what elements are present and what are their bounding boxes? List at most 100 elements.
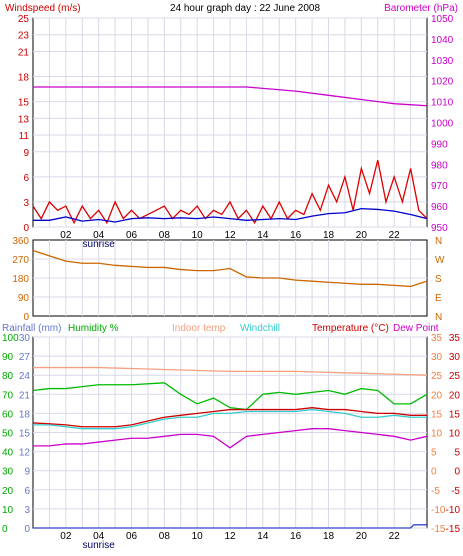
x-tick-label: 02 xyxy=(60,230,72,241)
direction-y-tick-label: 180 xyxy=(12,274,29,285)
compass-tick-label: N xyxy=(435,312,442,323)
rain-y-tick-label: 12 xyxy=(19,448,31,459)
x-tick-label: 08 xyxy=(159,230,171,241)
wind-y-tick-label: 23 xyxy=(18,31,30,42)
series-line-temperature-c- xyxy=(32,407,427,428)
header-barometer-label: Barometer (hPa) xyxy=(384,3,458,14)
wind-y-tick-label: 11 xyxy=(19,131,30,142)
wind-y-tick-label: 25 xyxy=(18,14,30,25)
direction-y-tick-label: 270 xyxy=(12,255,29,266)
indoor-temp-y-tick-label: 5 xyxy=(431,448,437,459)
humidity-y-tick-label: 0 xyxy=(2,524,8,535)
direction-y-tick-label: 90 xyxy=(18,293,30,304)
x-tick-label: 02 xyxy=(60,531,72,542)
indoor-temp-y-tick-label: 10 xyxy=(431,429,443,440)
x-tick-label: 18 xyxy=(323,230,335,241)
temperature-y-tick-label: 20 xyxy=(449,390,461,401)
series-line-windchill xyxy=(33,408,427,430)
temperature-y-tick-label: 0 xyxy=(454,467,460,478)
wind-y-tick-label: 13 xyxy=(18,114,30,125)
humidity-y-tick-label: 100 xyxy=(2,333,19,344)
x-tick-label: 04 xyxy=(93,230,105,241)
humidity-y-tick-label: 60 xyxy=(2,409,14,420)
x-tick-label: 12 xyxy=(224,531,236,542)
x-tick-label: 16 xyxy=(290,531,302,542)
compass-tick-label: S xyxy=(435,274,442,285)
rain-y-tick-label: 0 xyxy=(24,524,30,535)
barometer-y-tick-label: 960 xyxy=(431,202,448,213)
humidity-y-tick-label: 30 xyxy=(2,467,14,478)
temperature-y-tick-label: 30 xyxy=(449,352,461,363)
wind-y-tick-label: 18 xyxy=(18,73,30,84)
series-line-indoor-temp xyxy=(33,366,428,376)
indoor-temp-y-tick-label: 20 xyxy=(431,390,443,401)
indoor-temp-y-tick-label: 15 xyxy=(431,409,443,420)
temperature-y-tick-label: -10 xyxy=(446,505,461,516)
wind-y-tick-label: 3 xyxy=(23,198,29,209)
series-line-wind-gust xyxy=(32,159,428,225)
indoor-temp-y-tick-label: -10 xyxy=(431,505,446,516)
x-tick-label: 22 xyxy=(389,531,401,542)
x-tick-label: 14 xyxy=(257,230,269,241)
indoor-temp-y-tick-label: 25 xyxy=(431,371,443,382)
temperature-y-tick-label: 5 xyxy=(454,448,460,459)
x-tick-label: 20 xyxy=(356,230,368,241)
barometer-y-tick-label: 1000 xyxy=(431,119,454,130)
sunrise-label: sunrise xyxy=(83,540,116,551)
barometer-y-tick-label: 980 xyxy=(431,160,448,171)
indoor-temp-y-tick-label: 30 xyxy=(431,352,443,363)
humidity-y-tick-label: 50 xyxy=(2,429,14,440)
humidity-y-tick-label: 40 xyxy=(2,448,14,459)
barometer-y-tick-label: 1010 xyxy=(431,98,454,109)
sunrise-label: sunrise xyxy=(83,239,116,250)
rain-y-tick-label: 27 xyxy=(19,352,31,363)
rain-y-tick-label: 30 xyxy=(19,333,31,344)
rain-y-tick-label: 24 xyxy=(19,371,31,382)
indoor-temp-y-tick-label: -5 xyxy=(431,486,440,497)
legend-item: Humidity % xyxy=(68,323,119,334)
barometer-y-tick-label: 970 xyxy=(431,181,448,192)
legend-item: Dew Point xyxy=(393,323,439,334)
wind-y-tick-label: 21 xyxy=(18,47,30,58)
x-tick-label: 18 xyxy=(323,531,335,542)
rain-y-tick-label: 9 xyxy=(24,467,30,478)
humidity-y-tick-label: 80 xyxy=(2,371,14,382)
x-tick-label: 14 xyxy=(257,531,269,542)
series-line-rainfall-mm- xyxy=(33,524,427,529)
legend-item: Windchill xyxy=(240,323,280,334)
barometer-y-tick-label: 1040 xyxy=(431,35,454,46)
x-tick-label: 12 xyxy=(224,230,236,241)
x-tick-label: 10 xyxy=(192,230,204,241)
legend-item: Indoor temp xyxy=(172,323,226,334)
rain-y-tick-label: 18 xyxy=(19,409,31,420)
x-tick-label: 10 xyxy=(192,531,204,542)
rain-y-tick-label: 15 xyxy=(19,429,31,440)
indoor-temp-y-tick-label: 35 xyxy=(431,333,443,344)
humidity-y-tick-label: 20 xyxy=(2,486,14,497)
x-tick-label: 08 xyxy=(159,531,171,542)
direction-y-tick-label: 0 xyxy=(23,312,29,323)
wind-y-tick-label: 6 xyxy=(23,173,29,184)
legend-item: Temperature (°C) xyxy=(312,323,389,334)
barometer-y-tick-label: 1050 xyxy=(431,14,454,25)
compass-tick-label: N xyxy=(435,236,442,247)
barometer-y-tick-label: 1020 xyxy=(431,77,454,88)
temperature-y-tick-label: 15 xyxy=(449,409,461,420)
indoor-temp-y-tick-label: 0 xyxy=(431,467,437,478)
temperature-y-tick-label: -5 xyxy=(451,486,460,497)
humidity-y-tick-label: 10 xyxy=(2,505,14,516)
indoor-temp-y-tick-label: -15 xyxy=(431,524,446,535)
wind-y-tick-label: 15 xyxy=(18,98,30,109)
rain-y-tick-label: 6 xyxy=(24,486,30,497)
barometer-y-tick-label: 990 xyxy=(431,139,448,150)
x-tick-label: 16 xyxy=(290,230,302,241)
x-tick-label: 04 xyxy=(93,531,105,542)
x-tick-label: 22 xyxy=(389,230,401,241)
header-windspeed-label: Windspeed (m/s) xyxy=(5,3,81,14)
humidity-y-tick-label: 70 xyxy=(2,390,14,401)
series-line-wind-average xyxy=(33,207,428,223)
wind-y-tick-label: 9 xyxy=(23,148,29,159)
barometer-y-tick-label: 950 xyxy=(431,223,448,234)
barometer-y-tick-label: 1030 xyxy=(431,56,454,67)
